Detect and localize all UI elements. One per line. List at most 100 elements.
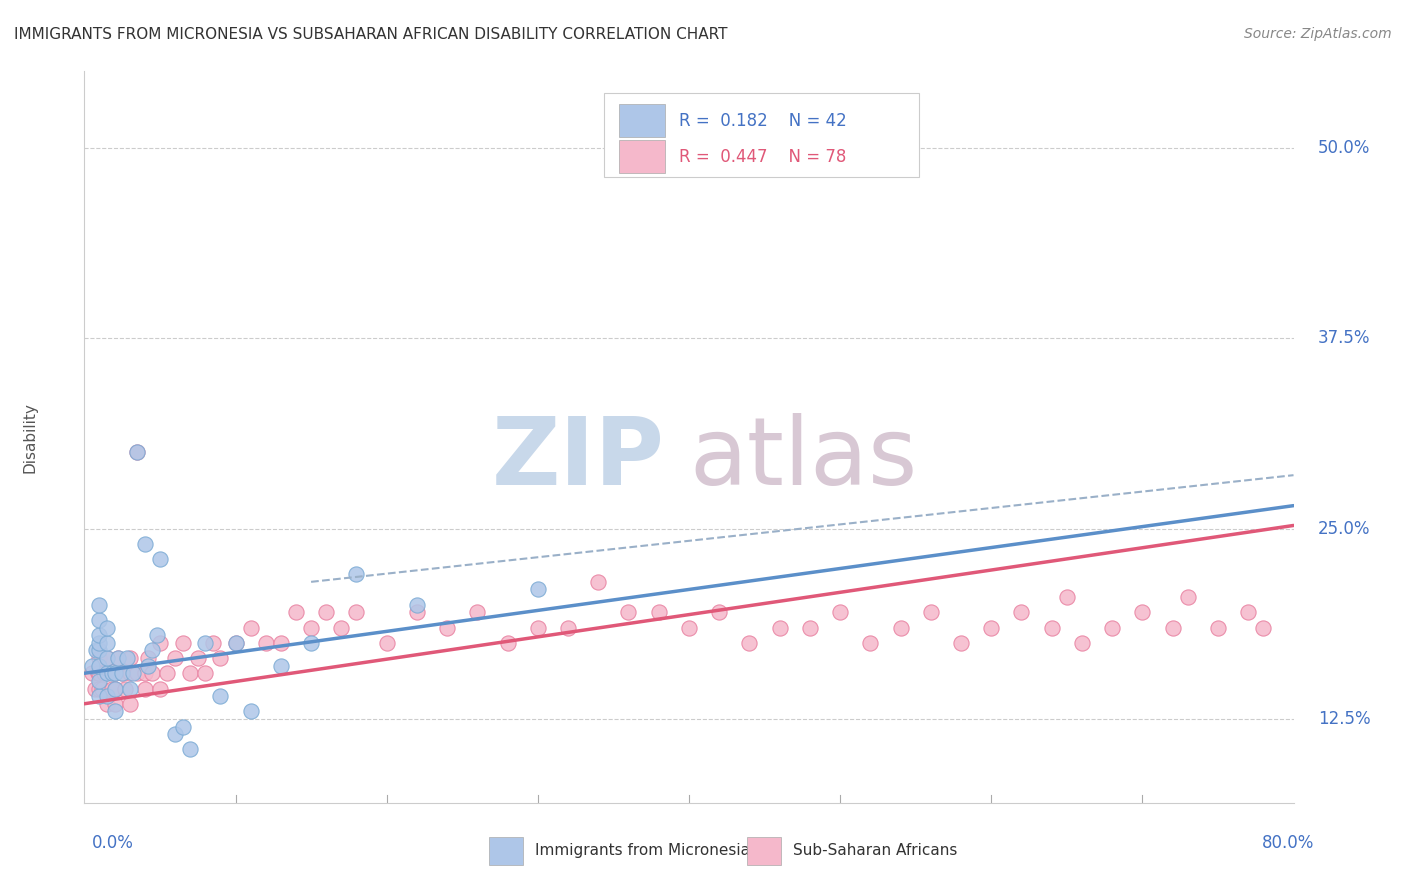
Point xyxy=(225,636,247,650)
Point xyxy=(1040,621,1063,635)
Point xyxy=(709,605,731,619)
Text: 0.0%: 0.0% xyxy=(91,834,134,852)
Point xyxy=(104,681,127,696)
Point xyxy=(118,681,141,696)
Point xyxy=(115,651,138,665)
Point xyxy=(156,666,179,681)
Point xyxy=(254,636,277,650)
Point xyxy=(89,613,111,627)
Point xyxy=(1130,605,1153,619)
Point xyxy=(86,643,108,657)
Point xyxy=(89,658,111,673)
Point xyxy=(89,673,111,688)
Point xyxy=(1010,605,1032,619)
Point xyxy=(104,666,127,681)
Point xyxy=(284,605,308,619)
Point xyxy=(830,605,852,619)
Point xyxy=(270,658,292,673)
Text: 80.0%: 80.0% xyxy=(1263,834,1315,852)
Point xyxy=(1206,621,1229,635)
Point xyxy=(121,666,143,681)
Point xyxy=(104,681,127,696)
Point xyxy=(1071,636,1094,650)
Point xyxy=(617,605,640,619)
Point xyxy=(436,621,458,635)
Point xyxy=(406,598,429,612)
Point xyxy=(89,681,111,696)
Point xyxy=(96,636,118,650)
Point xyxy=(375,636,398,650)
Point xyxy=(111,666,134,681)
Point xyxy=(201,636,224,650)
Point xyxy=(146,628,169,642)
Point xyxy=(187,651,209,665)
Point xyxy=(496,636,519,650)
Point xyxy=(136,658,159,673)
Point xyxy=(738,636,761,650)
Point xyxy=(799,621,821,635)
Point xyxy=(104,705,127,719)
Point xyxy=(346,567,368,582)
Point xyxy=(1101,621,1123,635)
Point xyxy=(678,621,700,635)
Point xyxy=(134,537,156,551)
Point xyxy=(299,621,322,635)
Point xyxy=(149,636,172,650)
Point xyxy=(100,666,122,681)
Point xyxy=(172,720,194,734)
FancyBboxPatch shape xyxy=(619,104,665,137)
Point xyxy=(104,666,127,681)
Point xyxy=(89,628,111,642)
Point xyxy=(769,621,792,635)
Point xyxy=(89,598,111,612)
Point xyxy=(920,605,942,619)
Point xyxy=(194,636,217,650)
Point xyxy=(87,666,110,681)
Point xyxy=(93,666,115,681)
Point xyxy=(1161,621,1184,635)
Point xyxy=(127,445,149,459)
FancyBboxPatch shape xyxy=(605,94,918,178)
Point xyxy=(84,681,107,696)
Text: R =  0.447    N = 78: R = 0.447 N = 78 xyxy=(679,148,846,166)
Point xyxy=(346,605,368,619)
Text: Immigrants from Micronesia: Immigrants from Micronesia xyxy=(536,843,751,858)
Point xyxy=(134,666,156,681)
Point xyxy=(406,605,429,619)
Point xyxy=(239,705,262,719)
Point xyxy=(96,689,118,703)
Point xyxy=(209,651,232,665)
Text: 50.0%: 50.0% xyxy=(1317,138,1369,157)
Point xyxy=(141,666,163,681)
Point xyxy=(149,552,172,566)
FancyBboxPatch shape xyxy=(619,140,665,173)
Point xyxy=(1177,590,1199,604)
Point xyxy=(859,636,882,650)
Point xyxy=(96,666,118,681)
Point xyxy=(118,651,141,665)
Point xyxy=(557,621,579,635)
Point xyxy=(80,666,103,681)
Point xyxy=(141,643,163,657)
Point xyxy=(111,666,134,681)
Point xyxy=(179,666,201,681)
Point xyxy=(225,636,247,650)
Point xyxy=(89,689,111,703)
Point xyxy=(1251,621,1274,635)
Point xyxy=(179,742,201,756)
Point xyxy=(194,666,217,681)
Point xyxy=(89,643,111,657)
Text: 12.5%: 12.5% xyxy=(1317,710,1371,728)
Point xyxy=(96,666,118,681)
Point xyxy=(588,574,610,589)
Point xyxy=(96,651,118,665)
Text: Disability: Disability xyxy=(22,401,38,473)
Point xyxy=(647,605,671,619)
Point xyxy=(118,666,141,681)
Text: IMMIGRANTS FROM MICRONESIA VS SUBSAHARAN AFRICAN DISABILITY CORRELATION CHART: IMMIGRANTS FROM MICRONESIA VS SUBSAHARAN… xyxy=(14,27,727,42)
Point xyxy=(163,651,186,665)
Point xyxy=(107,651,129,665)
Point xyxy=(89,636,111,650)
Point xyxy=(114,681,136,696)
Point xyxy=(96,621,118,635)
